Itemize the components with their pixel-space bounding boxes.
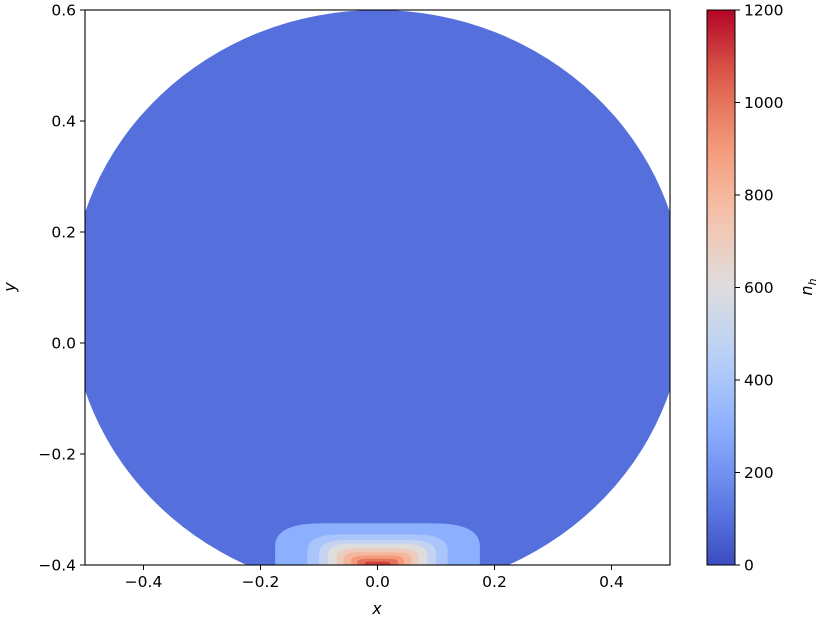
- colorbar-tick-label: 0: [744, 557, 754, 575]
- y-axis: −0.4 −0.2 0.0 0.2 0.4 0.6: [38, 2, 85, 575]
- x-tick-label: −0.2: [242, 573, 280, 591]
- domain-disk: [85, 10, 670, 565]
- colorbar-label: nh: [797, 278, 819, 295]
- x-tick-label: 0.2: [482, 573, 507, 591]
- contour-bands: [275, 523, 480, 565]
- y-tick-label: −0.4: [38, 557, 76, 575]
- y-tick-label: 0.4: [51, 113, 76, 131]
- contour-band: [364, 561, 391, 565]
- x-axis: −0.4 −0.2 0.0 0.2 0.4: [125, 565, 624, 591]
- colorbar-label-base: n: [797, 285, 816, 295]
- colorbar-axis: 0 200 400 600 800 1000 1200: [735, 2, 783, 575]
- y-tick-label: 0.0: [51, 335, 76, 353]
- y-tick-label: 0.6: [51, 2, 76, 20]
- colorbar-tick-label: 1200: [744, 2, 783, 20]
- y-tick-label: 0.2: [51, 224, 76, 242]
- plot-area: [85, 10, 670, 565]
- colorbar-tick-label: 800: [744, 187, 774, 205]
- colorbar-tick-label: 200: [744, 464, 774, 482]
- x-tick-label: −0.4: [125, 573, 163, 591]
- y-tick-label: −0.2: [38, 446, 76, 464]
- colorbar-tick-label: 600: [744, 279, 774, 297]
- y-axis-label: y: [0, 282, 19, 293]
- x-tick-label: 0.4: [599, 573, 624, 591]
- colorbar-tick-label: 400: [744, 372, 774, 390]
- colorbar-label-subscript: h: [806, 278, 819, 285]
- colorbar-tick-label: 1000: [744, 94, 783, 112]
- x-tick-label: 0.0: [365, 573, 390, 591]
- colorbar: [706, 9, 736, 566]
- x-axis-label: x: [371, 599, 382, 618]
